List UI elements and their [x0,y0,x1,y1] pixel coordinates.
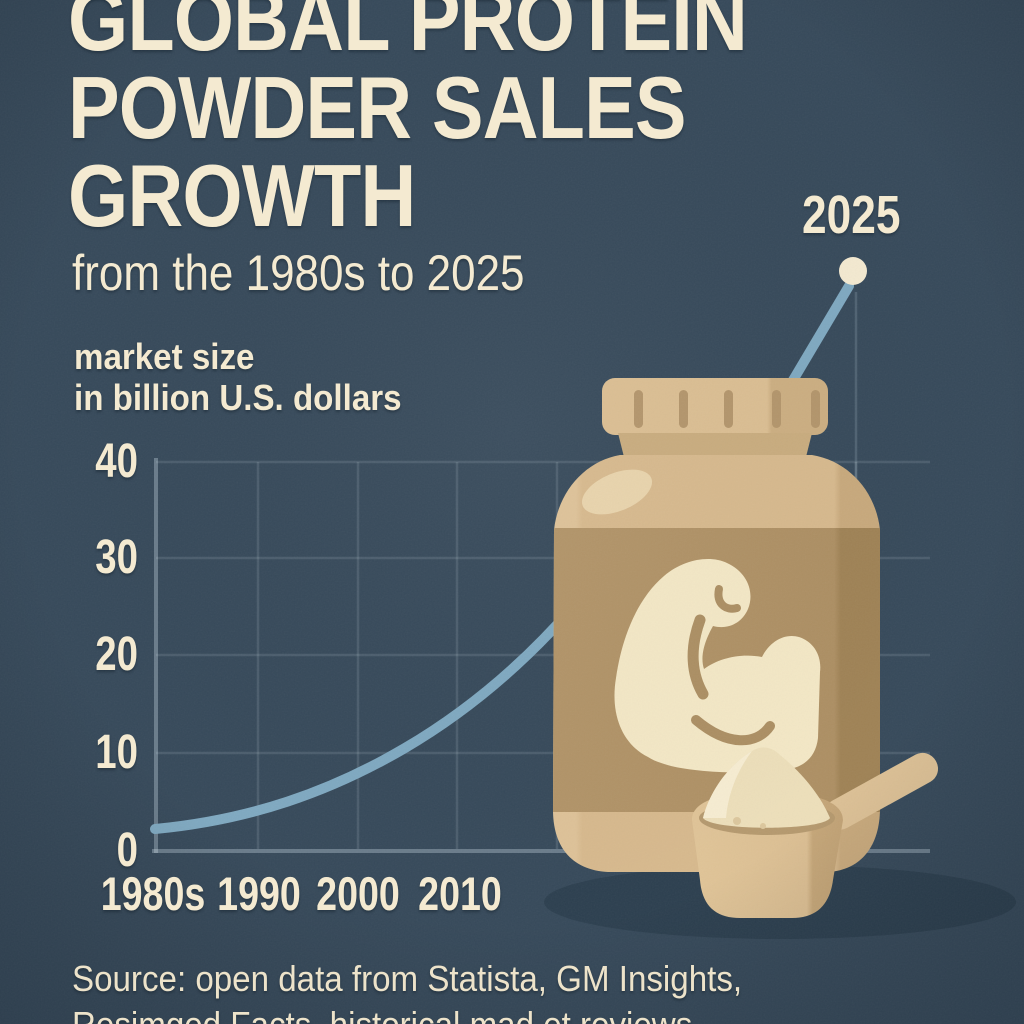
y-tick-20: 20 [95,628,138,681]
y-axis-title: market size in billion U.S. dollars [74,336,402,418]
y-axis-title-line-1: market size [74,336,255,377]
x-tick-2000: 2000 [316,867,400,920]
x-tick-2010: 2010 [418,867,502,920]
source-line-1: Source: open data from Statista, GM Insi… [72,958,743,999]
title-line-3: GROWTH [68,146,416,245]
title-line-1: GLOBAL PROTEIN [68,0,748,69]
title-line-2: POWDER SALES [68,58,687,157]
source-line-2: Resimged Facts, historical mad et review… [72,1002,742,1024]
y-tick-30: 30 [95,531,138,584]
page-title: GLOBAL PROTEIN POWDER SALES GROWTH [68,0,748,245]
y-tick-10: 10 [95,726,138,779]
x-tick-1990: 1990 [217,867,301,920]
y-tick-0: 0 [116,824,138,877]
y-tick-40: 40 [95,435,138,488]
page-subtitle: from the 1980s to 2025 [72,245,525,301]
annotation-2025: 2025 [802,185,901,245]
y-axis-title-line-2: in billion U.S. dollars [74,377,402,418]
source-note: Source: open data from Statista, GM Insi… [72,956,742,1024]
x-tick-1980s: 1980s [100,867,206,920]
